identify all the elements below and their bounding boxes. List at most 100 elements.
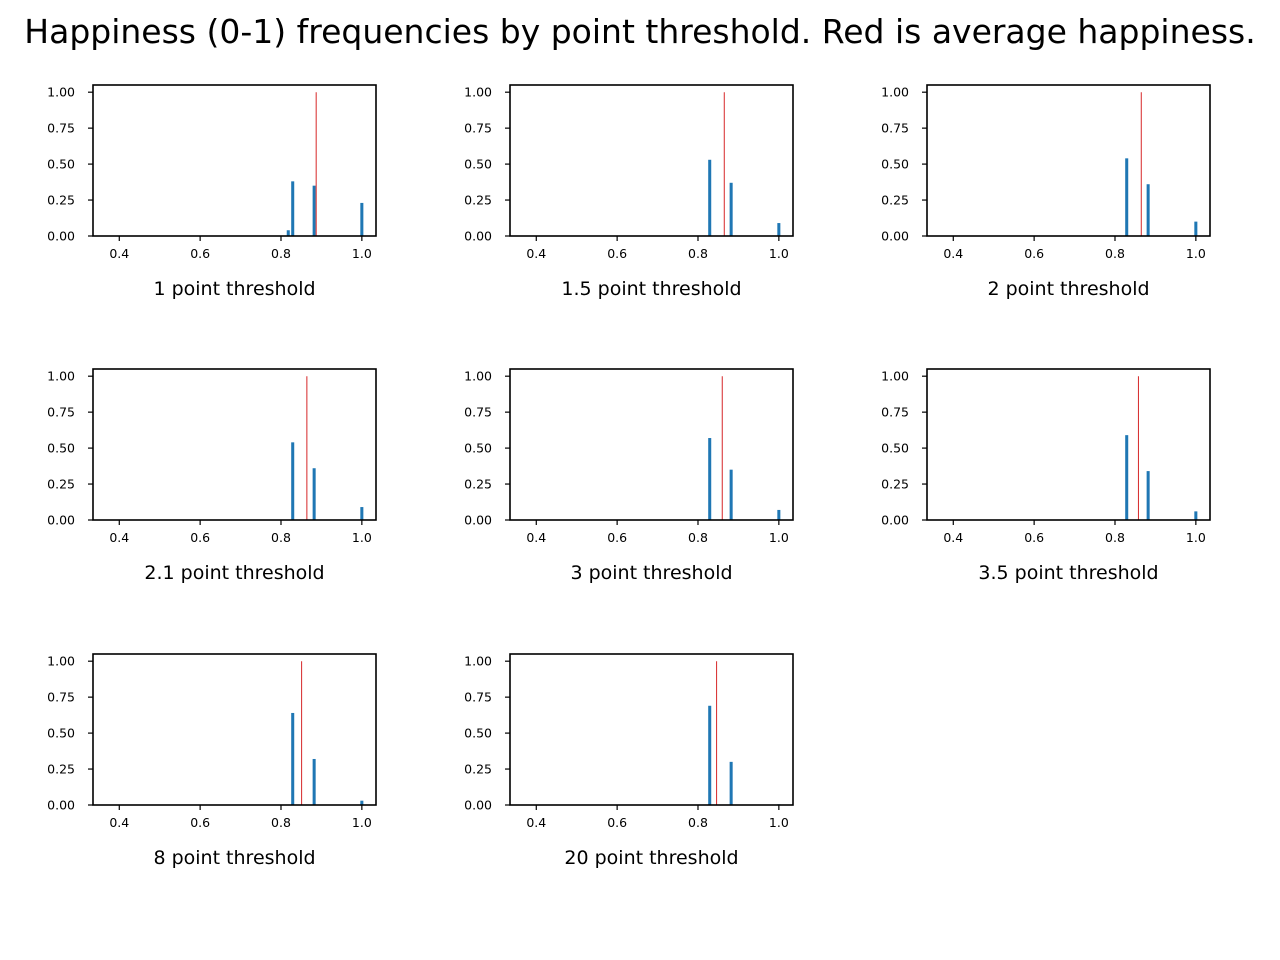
histogram-bar xyxy=(312,185,316,236)
subplot-5: 0.4 0.6 0.8 1.0 0.00 0.25 0.50 0.75 1.00 3 point … xyxy=(464,368,794,584)
subplot-4: 0.4 0.6 0.8 1.0 0.00 0.25 0.50 0.75 1.00 2.1 poin… xyxy=(47,368,377,584)
x-axis-label: 2 point threshold xyxy=(987,278,1149,300)
x-tick-label: 0.4 xyxy=(526,815,546,830)
y-tick-label: 0.75 xyxy=(47,121,75,136)
x-tick-label: 1.0 xyxy=(1186,246,1206,261)
histogram-bar xyxy=(291,442,295,520)
y-tick-label: 0.50 xyxy=(464,441,492,456)
y-tick-label: 0.25 xyxy=(464,762,492,777)
histogram-bar xyxy=(708,438,712,520)
x-axis-label: 1.5 point threshold xyxy=(561,278,741,300)
histogram-bar xyxy=(708,159,712,236)
x-tick-label: 0.6 xyxy=(607,530,627,545)
histogram-bar xyxy=(777,223,781,236)
x-tick-label: 1.0 xyxy=(769,530,789,545)
y-tick-label: 0.00 xyxy=(881,229,909,244)
histogram-bar xyxy=(360,507,364,520)
x-tick-label: 0.6 xyxy=(607,815,627,830)
histogram-bar xyxy=(1146,471,1150,520)
x-tick-label: 0.8 xyxy=(688,530,708,545)
y-tick-label: 0.00 xyxy=(881,513,909,528)
x-axis-label: 2.1 point threshold xyxy=(144,562,324,584)
histogram-bar xyxy=(729,469,733,520)
x-tick-label: 0.6 xyxy=(1024,530,1044,545)
y-tick-label: 0.50 xyxy=(47,441,75,456)
axes-frame xyxy=(92,368,377,521)
histogram-bar xyxy=(312,758,316,805)
x-tick-label: 1.0 xyxy=(1186,530,1206,545)
histogram-bar xyxy=(1194,221,1198,236)
x-tick-label: 0.8 xyxy=(688,815,708,830)
x-tick-label: 0.4 xyxy=(526,530,546,545)
y-tick-label: 1.00 xyxy=(464,654,492,669)
histogram-bar xyxy=(729,761,733,805)
y-tick-label: 0.50 xyxy=(464,726,492,741)
y-tick-label: 0.25 xyxy=(464,477,492,492)
x-tick-label: 0.6 xyxy=(190,246,210,261)
y-tick-label: 0.00 xyxy=(464,513,492,528)
x-tick-label: 0.4 xyxy=(526,246,546,261)
x-axis-label: 3.5 point threshold xyxy=(978,562,1158,584)
y-tick-label: 0.75 xyxy=(464,690,492,705)
y-tick-label: 0.00 xyxy=(47,513,75,528)
x-axis-label: 3 point threshold xyxy=(570,562,732,584)
y-tick-label: 0.75 xyxy=(47,405,75,420)
y-tick-label: 0.25 xyxy=(47,477,75,492)
subplot-3: 0.4 0.6 0.8 1.0 0.00 0.25 0.50 0.75 1.00 2 point … xyxy=(881,84,1211,300)
y-tick-label: 0.25 xyxy=(881,477,909,492)
y-tick-label: 0.00 xyxy=(47,798,75,813)
y-tick-label: 1.00 xyxy=(464,369,492,384)
x-tick-label: 0.8 xyxy=(688,246,708,261)
y-tick-label: 0.50 xyxy=(47,157,75,172)
subplot-6: 0.4 0.6 0.8 1.0 0.00 0.25 0.50 0.75 1.00 3.5 poin… xyxy=(881,368,1211,584)
y-tick-label: 0.50 xyxy=(881,441,909,456)
axes-frame xyxy=(509,368,794,521)
axes-frame xyxy=(509,653,794,806)
histogram-bar xyxy=(1125,435,1129,520)
y-tick-label: 0.25 xyxy=(47,193,75,208)
y-tick-label: 0.25 xyxy=(881,193,909,208)
y-tick-label: 0.50 xyxy=(47,726,75,741)
y-tick-label: 1.00 xyxy=(881,369,909,384)
figure-title: Happiness (0-1) frequencies by point thr… xyxy=(24,12,1256,51)
x-tick-label: 0.4 xyxy=(109,530,129,545)
y-tick-label: 0.50 xyxy=(464,157,492,172)
x-tick-label: 0.4 xyxy=(943,246,963,261)
y-tick-label: 0.50 xyxy=(881,157,909,172)
x-tick-label: 0.4 xyxy=(109,246,129,261)
histogram-bar xyxy=(286,230,290,236)
x-tick-label: 1.0 xyxy=(352,246,372,261)
histogram-bar xyxy=(291,712,295,805)
histogram-bar xyxy=(360,800,364,805)
axes-frame xyxy=(92,653,377,806)
y-tick-label: 0.75 xyxy=(881,121,909,136)
y-tick-label: 0.00 xyxy=(47,229,75,244)
histogram-bar xyxy=(312,468,316,520)
histogram-bar xyxy=(291,181,295,236)
x-tick-label: 0.8 xyxy=(1105,246,1125,261)
x-tick-label: 1.0 xyxy=(352,530,372,545)
subplot-1: 0.4 0.6 0.8 1.0 0.00 0.25 0.50 0.75 1.00 1 point … xyxy=(47,84,377,300)
y-tick-label: 0.75 xyxy=(464,405,492,420)
y-tick-label: 0.00 xyxy=(464,798,492,813)
x-tick-label: 0.8 xyxy=(271,246,291,261)
y-tick-label: 1.00 xyxy=(47,654,75,669)
axes-frame xyxy=(92,84,377,237)
histogram-bar xyxy=(1194,511,1198,520)
x-axis-label: 1 point threshold xyxy=(153,278,315,300)
x-tick-label: 0.6 xyxy=(1024,246,1044,261)
x-tick-label: 1.0 xyxy=(769,246,789,261)
y-tick-label: 1.00 xyxy=(47,369,75,384)
axes-frame xyxy=(926,84,1211,237)
subplot-2: 0.4 0.6 0.8 1.0 0.00 0.25 0.50 0.75 1.00 1.5 poin… xyxy=(464,84,794,300)
y-tick-label: 0.75 xyxy=(47,690,75,705)
subplot-8: 0.4 0.6 0.8 1.0 0.00 0.25 0.50 0.75 1.00 20 point… xyxy=(464,653,794,869)
x-axis-label: 20 point threshold xyxy=(564,847,738,869)
y-tick-label: 1.00 xyxy=(464,85,492,100)
x-tick-label: 0.4 xyxy=(109,815,129,830)
x-tick-label: 0.8 xyxy=(271,815,291,830)
x-tick-label: 0.8 xyxy=(1105,530,1125,545)
x-tick-label: 1.0 xyxy=(769,815,789,830)
histogram-bar xyxy=(729,182,733,236)
